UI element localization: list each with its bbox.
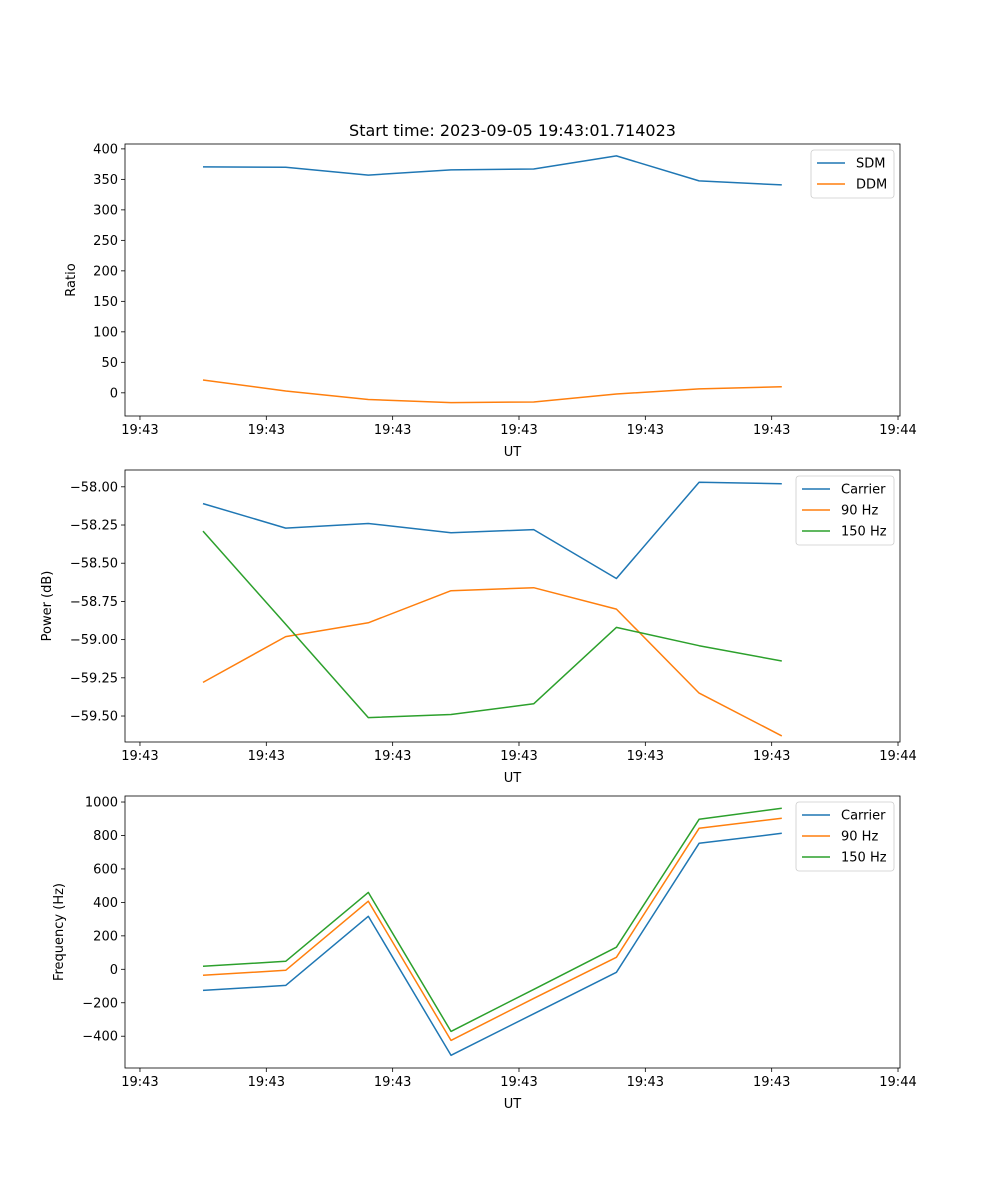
x-tick-label: 19:43	[627, 749, 664, 764]
series-line-carrier	[202, 481, 782, 580]
axes-frame	[124, 143, 901, 417]
y-tick-label: −58.25	[70, 519, 118, 534]
subplot-2: 19:43 19:43 19:43 19:43 19:43 19:43 19:44 −59.5…	[40, 469, 917, 786]
x-tick-label: 19:43	[753, 749, 790, 764]
y-axis-label: Power (dB)	[40, 571, 55, 642]
legend-label: 150 Hz	[841, 851, 887, 866]
y-tick-label: 1000	[85, 796, 118, 811]
y-tick-label: 250	[93, 234, 118, 249]
legend: Carrier 90 Hz 150 Hz	[795, 475, 895, 546]
y-tick-label: 0	[110, 386, 118, 401]
y-tick-label: 600	[93, 862, 118, 877]
legend-label: 90 Hz	[841, 830, 878, 845]
x-tick-label: 19:43	[374, 749, 411, 764]
x-tick-label: 19:44	[879, 1075, 916, 1090]
x-tick-label: 19:43	[121, 749, 158, 764]
y-tick-label: −59.00	[70, 633, 118, 648]
x-tick-label: 19:43	[248, 749, 285, 764]
y-tick-label: 100	[93, 325, 118, 340]
subplot-3: 19:43 19:43 19:43 19:43 19:43 19:43 19:44 −400 −…	[52, 796, 917, 1112]
y-tick-label: −58.75	[70, 595, 118, 610]
y-tick-label: −200	[82, 996, 118, 1011]
series-line-90-hz	[202, 817, 782, 1042]
subplot-1: 19:43 19:43 19:43 19:43 19:43 19:43 19:44 0 50 10…	[64, 121, 917, 460]
y-tick-label: −59.50	[70, 710, 118, 725]
series-line-90-hz	[202, 586, 783, 737]
x-tick-label: 19:43	[500, 1075, 537, 1090]
legend-label: Carrier	[841, 809, 886, 824]
legend-box	[795, 801, 895, 872]
legend-label: SDM	[856, 157, 885, 172]
chart-title: Start time: 2023-09-05 19:43:01.714023	[349, 121, 676, 140]
axes-frame	[124, 795, 901, 1069]
legend: Carrier 90 Hz 150 Hz	[795, 801, 895, 872]
y-tick-label: 0	[110, 963, 118, 978]
y-tick-label: −59.25	[70, 671, 118, 686]
x-tick-label: 19:43	[121, 423, 158, 438]
y-tick-label: 150	[93, 295, 118, 310]
y-tick-label: 200	[93, 264, 118, 279]
legend-box	[795, 475, 895, 546]
y-tick-label: −58.00	[70, 480, 118, 495]
x-axis-label: UT	[504, 1097, 522, 1112]
x-tick-label: 19:43	[753, 1075, 790, 1090]
x-tick-label: 19:43	[121, 1075, 158, 1090]
y-tick-label: 400	[93, 896, 118, 911]
legend: SDM DDM	[810, 149, 895, 199]
axes-frame	[124, 469, 901, 743]
y-tick-label: −400	[82, 1030, 118, 1045]
legend-label: 150 Hz	[841, 525, 887, 540]
series-line-sdm	[202, 155, 782, 186]
x-tick-label: 19:43	[500, 749, 537, 764]
legend-label: Carrier	[841, 483, 886, 498]
y-axis-label: Ratio	[64, 263, 79, 296]
x-tick-label: 19:43	[248, 1075, 285, 1090]
series-line-150-hz	[202, 530, 782, 719]
y-tick-label: 200	[93, 929, 118, 944]
x-tick-label: 19:44	[879, 749, 916, 764]
y-tick-label: −58.50	[70, 557, 118, 572]
series-line-150-hz	[202, 807, 782, 1033]
legend-label: DDM	[856, 178, 887, 193]
x-axis-label: UT	[504, 771, 522, 786]
y-tick-label: 400	[93, 142, 118, 157]
series-line-ddm	[202, 379, 782, 404]
x-tick-label: 19:43	[374, 423, 411, 438]
series-line-carrier	[202, 832, 782, 1057]
x-tick-label: 19:43	[374, 1075, 411, 1090]
y-tick-label: 300	[93, 203, 118, 218]
y-tick-label: 50	[101, 356, 118, 371]
legend-label: 90 Hz	[841, 504, 878, 519]
legend-box	[810, 149, 895, 199]
y-tick-label: 800	[93, 829, 118, 844]
x-tick-label: 19:44	[879, 423, 916, 438]
y-axis-label: Frequency (Hz)	[52, 883, 67, 981]
y-tick-label: 350	[93, 173, 118, 188]
x-tick-label: 19:43	[500, 423, 537, 438]
x-tick-label: 19:43	[248, 423, 285, 438]
x-axis-label: UT	[504, 445, 522, 460]
x-tick-label: 19:43	[753, 423, 790, 438]
x-tick-label: 19:43	[627, 1075, 664, 1090]
x-tick-label: 19:43	[627, 423, 664, 438]
